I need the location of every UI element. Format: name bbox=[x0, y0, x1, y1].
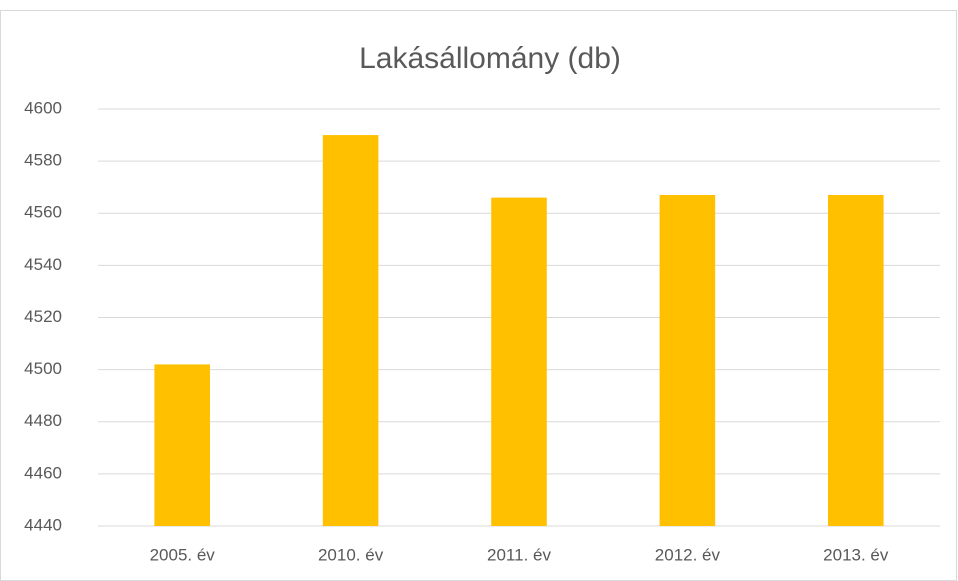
y-tick-label: 4600 bbox=[24, 98, 62, 117]
chart-title: Lakásállomány (db) bbox=[359, 42, 621, 75]
y-tick-label: 4580 bbox=[24, 151, 62, 170]
x-tick-label: 2012. év bbox=[655, 545, 721, 564]
chart-border bbox=[0, 10, 957, 581]
y-tick-label: 4440 bbox=[24, 515, 62, 534]
bar bbox=[828, 195, 884, 526]
x-tick-label: 2013. év bbox=[823, 545, 889, 564]
y-tick-label: 4560 bbox=[24, 203, 62, 222]
y-tick-label: 4480 bbox=[24, 411, 62, 430]
x-tick-label: 2011. év bbox=[487, 545, 551, 564]
bar bbox=[659, 195, 716, 526]
y-tick-label: 4460 bbox=[24, 463, 62, 482]
y-tick-label: 4540 bbox=[24, 255, 62, 274]
y-tick-label: 4500 bbox=[24, 359, 62, 378]
x-tick-label: 2005. év bbox=[150, 545, 216, 564]
bar bbox=[322, 135, 379, 526]
x-tick-label: 2010. év bbox=[318, 545, 384, 564]
bar bbox=[491, 197, 547, 527]
bar bbox=[154, 364, 210, 526]
y-tick-label: 4520 bbox=[24, 307, 62, 326]
